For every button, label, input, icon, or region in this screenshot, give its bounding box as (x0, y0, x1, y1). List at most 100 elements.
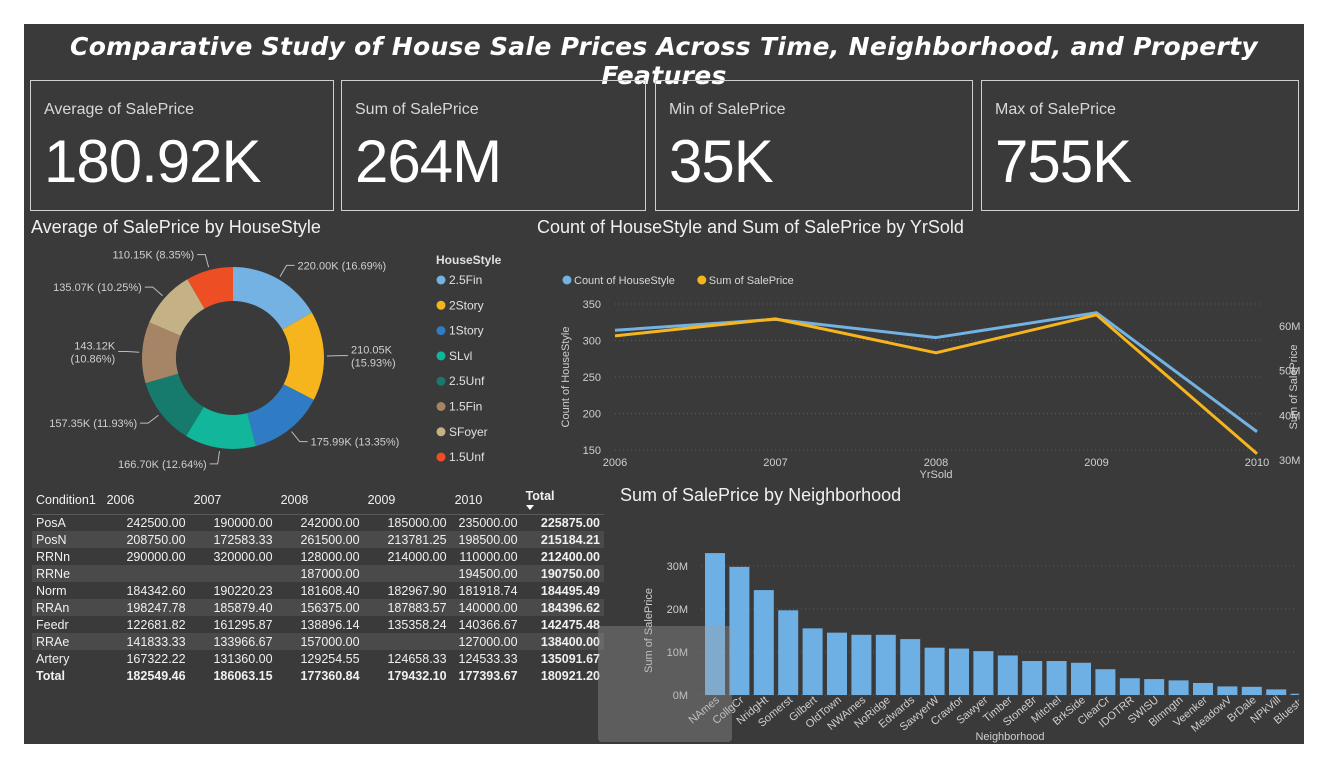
column-header[interactable]: 2010 (454, 492, 483, 507)
donut-slice (186, 406, 256, 449)
bar (997, 655, 1018, 695)
x-tick-label: 2007 (763, 457, 787, 469)
column-header[interactable]: 2007 (193, 492, 222, 507)
y2-tick-label: 40M (1279, 410, 1300, 422)
legend-item: 1.5Unf (449, 450, 485, 464)
table-cell: 184342.60 (126, 583, 186, 598)
bar (924, 647, 945, 695)
column-header[interactable]: 2008 (280, 492, 309, 507)
bar (851, 634, 872, 695)
column-header[interactable]: 2009 (367, 492, 396, 507)
data-label: 166.70K (12.64%) (118, 459, 207, 471)
table-cell: 177393.67 (458, 668, 518, 683)
legend-item: 1Story (449, 324, 484, 338)
legend-item: 2.5Unf (449, 374, 485, 388)
bar (1119, 678, 1140, 695)
table-cell (102, 565, 190, 582)
bar (827, 632, 847, 695)
table-cell: 122681.82 (126, 617, 186, 632)
table-cell (189, 565, 277, 582)
table-cell: 157000.00 (276, 633, 364, 650)
table-cell: 185000.00 (387, 515, 447, 530)
table-cell: 161295.87 (213, 617, 273, 632)
card-sum-saleprice[interactable]: Sum of SalePrice 264M (341, 80, 646, 211)
table-cell: 242000.00 (300, 515, 360, 530)
table-row[interactable]: RRAn 198247.78 185879.40 156375.00 187883.57… (32, 599, 604, 616)
bar (1046, 661, 1067, 695)
legend-marker (436, 402, 446, 411)
y-tick-label: 200 (583, 409, 601, 421)
bar (1290, 693, 1299, 695)
table-cell: 181608.40 (300, 583, 360, 598)
table-cell: 187883.57 (363, 599, 451, 616)
bar (900, 639, 921, 695)
y-tick-label: 350 (583, 299, 601, 311)
condition-matrix-table[interactable]: Condition1 2006 2007 2008 2009 2010 Total PosA… (32, 486, 604, 684)
table-cell: 182967.90 (387, 583, 447, 598)
y2-axis-label: Sum of SalePrice (1288, 345, 1300, 430)
card-label: Min of SalePrice (669, 101, 786, 118)
table-row[interactable]: PosA 242500.00 190000.00 242000.00 185000.00… (32, 514, 604, 531)
column-header[interactable]: Total (522, 486, 604, 514)
row-header: Artery (36, 651, 70, 666)
row-header: RRAe (32, 633, 103, 650)
donut-chart[interactable]: 220.00K (16.69%) 210.05K(15.93%) 175.99K (… (24, 242, 534, 482)
leader-line (279, 264, 295, 277)
table-cell: 124658.33 (387, 651, 447, 666)
line-chart[interactable]: 150 200 250 300 350 30M 40M 50M 60M 2006 2007 2008 2… (529, 242, 1304, 482)
sort-descending-icon[interactable] (525, 505, 534, 511)
total-row[interactable]: Total 182549.46 186063.15 177360.84 179432.1… (32, 667, 604, 684)
table-row[interactable]: Feedr 122681.82 161295.87 138896.14 135358.2… (32, 616, 604, 633)
table-row[interactable]: RRAe 141833.33 133966.67 157000.00 127000.00… (32, 633, 604, 650)
card-average-saleprice[interactable]: Average of SalePrice 180.92K (30, 80, 334, 211)
card-min-saleprice[interactable]: Min of SalePrice 35K (655, 80, 973, 211)
table-cell: 140366.67 (458, 617, 518, 632)
table-cell: 185879.40 (189, 599, 277, 616)
bar (875, 634, 896, 695)
x-tick-label: 2006 (603, 457, 627, 469)
column-header[interactable]: 2006 (106, 492, 135, 507)
row-header: Feedr (36, 617, 69, 632)
table-cell: 190000.00 (213, 515, 273, 530)
dashboard: Comparative Study of House Sale Prices A… (24, 24, 1304, 744)
legend-item: 2Story (449, 298, 484, 312)
donut-chart-title: Average of SalePrice by HouseStyle (31, 217, 321, 237)
table-cell: 235000.00 (458, 515, 518, 530)
table-cell: 182549.46 (126, 668, 186, 683)
donut-slice (145, 373, 204, 437)
y2-tick-label: 30M (1279, 455, 1300, 467)
table-row[interactable]: RRNe 187000.00 194500.00 190750.00 (32, 565, 604, 582)
watermark-overlay (598, 626, 732, 742)
legend-marker (436, 326, 446, 336)
row-header: RRNn (36, 549, 71, 564)
row-total-cell: 138400.00 (521, 633, 604, 650)
table-row[interactable]: RRNn 290000.00 320000.00 128000.00 214000.00… (32, 548, 604, 565)
x-tick-label: 2010 (1245, 457, 1269, 469)
column-header[interactable]: Condition1 (36, 492, 96, 507)
x-axis-label: YrSold (919, 469, 952, 481)
leader-line (144, 286, 163, 297)
x-tick-label: 2008 (924, 457, 948, 469)
bar (729, 566, 750, 695)
card-max-saleprice[interactable]: Max of SalePrice 755K (981, 80, 1299, 211)
legend-marker (436, 275, 446, 285)
table-cell: 131360.00 (213, 651, 273, 666)
column-header-label: Total (525, 489, 555, 504)
table-cell (363, 633, 451, 650)
series-line (614, 313, 1258, 455)
table-row[interactable]: Artery 167322.22 131360.00 129254.55 124658.… (32, 650, 604, 667)
data-label: 175.99K (13.35%) (311, 437, 400, 449)
x-axis-label: Neighborhood (975, 731, 1044, 743)
table-cell: 290000.00 (126, 549, 186, 564)
table-row[interactable]: Norm 184342.60 190220.23 181608.40 182967.90… (32, 582, 604, 599)
card-value: 264M (355, 128, 502, 195)
row-total-cell: 225875.00 (540, 515, 600, 530)
table-cell: 179432.10 (387, 668, 447, 683)
y-tick-label: 250 (583, 372, 601, 384)
y2-tick-label: 60M (1279, 321, 1300, 333)
table-row[interactable]: PosN 208750.00 172583.33 261500.00 213781.25… (32, 531, 604, 548)
table-cell: 190220.23 (213, 583, 273, 598)
donut-slice (233, 267, 312, 330)
table-cell: 156375.00 (276, 599, 364, 616)
